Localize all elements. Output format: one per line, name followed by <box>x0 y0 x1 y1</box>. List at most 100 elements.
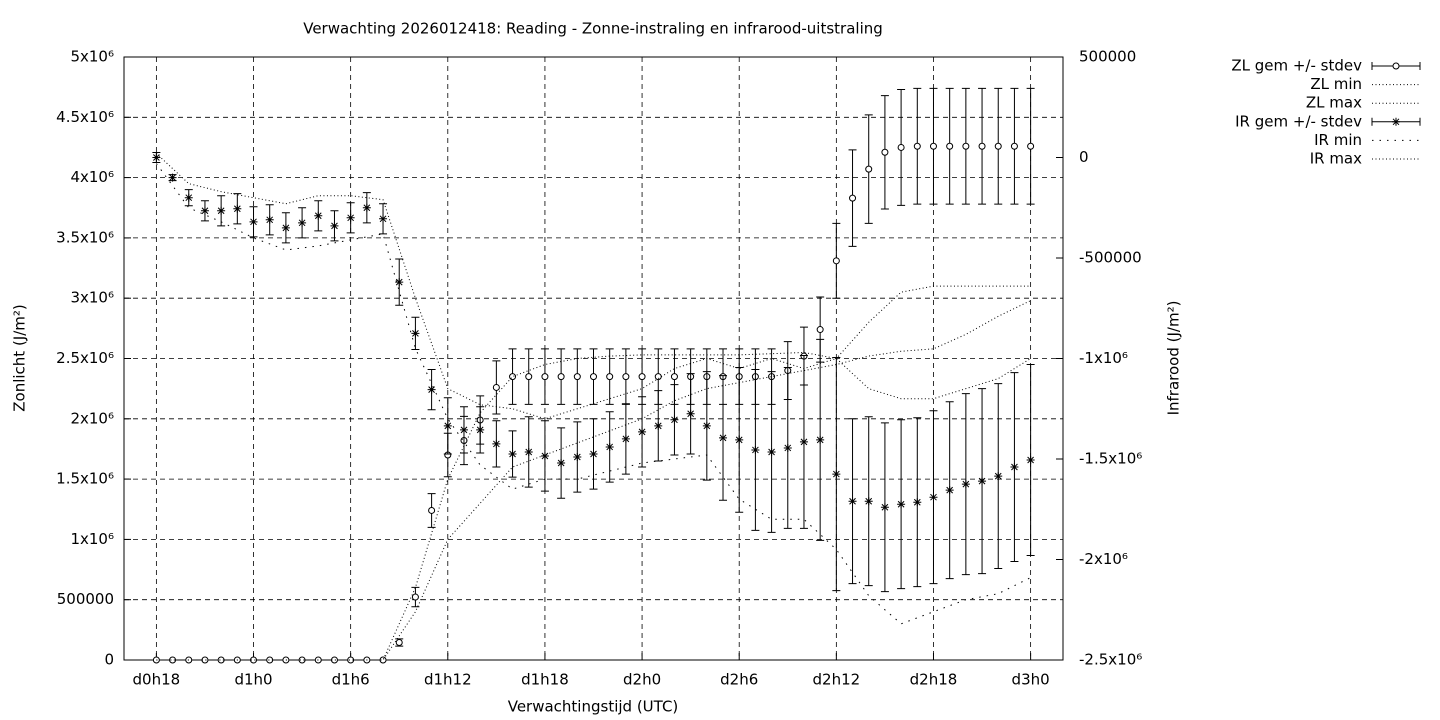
point <box>459 425 468 434</box>
point <box>492 383 500 391</box>
legend-label: ZL gem +/- stdev <box>1231 57 1362 75</box>
point <box>541 373 549 381</box>
y-axis-label: Zonlicht (J/m²) <box>11 304 29 412</box>
point <box>217 656 225 664</box>
plot-frame <box>123 56 1064 661</box>
point <box>298 656 306 664</box>
point <box>169 656 177 664</box>
point <box>233 204 242 213</box>
point <box>492 439 501 448</box>
point <box>379 656 387 664</box>
line <box>155 163 1031 625</box>
point <box>848 497 857 506</box>
legend-label: ZL max <box>1306 94 1362 112</box>
point <box>751 445 760 454</box>
x-tick-label: d2h0 <box>623 671 661 689</box>
point <box>897 143 905 151</box>
point <box>168 173 177 182</box>
point <box>735 435 744 444</box>
point <box>767 447 776 456</box>
y-tick-label: 2.5x10⁶ <box>56 349 114 367</box>
point <box>783 443 792 452</box>
point <box>865 165 873 173</box>
point <box>816 326 824 334</box>
point <box>443 421 452 430</box>
point <box>961 480 970 489</box>
legend-label: IR min <box>1314 131 1362 149</box>
point <box>573 373 581 381</box>
point <box>379 214 388 223</box>
point <box>606 373 614 381</box>
y-tick-label: 3x10⁶ <box>70 289 114 307</box>
point <box>347 656 355 664</box>
point <box>1010 463 1019 472</box>
legend-marker <box>1392 62 1400 70</box>
x-tick-label: d1h12 <box>424 671 472 689</box>
point <box>799 437 808 446</box>
line <box>156 153 1031 420</box>
point <box>298 218 307 227</box>
point <box>880 503 889 512</box>
point <box>428 506 436 514</box>
point <box>994 472 1003 481</box>
point <box>265 215 274 224</box>
y2-tick-label: -2.5x10⁶ <box>1079 651 1142 669</box>
point <box>605 442 614 451</box>
point <box>670 415 679 424</box>
y2-tick-label: -2x10⁶ <box>1079 550 1128 568</box>
point <box>200 206 209 215</box>
point <box>249 217 258 226</box>
x-tick-label: d3h0 <box>1012 671 1050 689</box>
point <box>540 451 549 460</box>
point <box>864 497 873 506</box>
point <box>832 257 840 265</box>
point <box>945 486 954 495</box>
point <box>573 452 582 461</box>
legend-marker <box>1392 117 1400 126</box>
x-tick-label: d2h12 <box>813 671 861 689</box>
point <box>638 373 646 381</box>
y-tick-label: 4.5x10⁶ <box>56 108 114 126</box>
y-tick-label: 0 <box>104 651 114 669</box>
point <box>913 142 921 150</box>
x-tick-label: d2h6 <box>720 671 758 689</box>
point <box>411 593 419 601</box>
y-tick-label: 1.5x10⁶ <box>56 470 114 488</box>
point <box>427 385 436 394</box>
y2-tick-label: 500000 <box>1079 48 1136 66</box>
point <box>589 449 598 458</box>
point <box>621 434 630 443</box>
y-tick-label: 5x10⁶ <box>70 48 114 66</box>
point <box>266 656 274 664</box>
point <box>881 148 889 156</box>
point <box>395 278 404 287</box>
legend-label: IR gem +/- stdev <box>1235 112 1362 130</box>
point <box>702 421 711 430</box>
chart-title: Verwachting 2026012418: Reading - Zonne-… <box>303 20 883 38</box>
x-tick-label: d1h6 <box>332 671 370 689</box>
point <box>509 373 517 381</box>
point <box>314 211 323 220</box>
point <box>638 427 647 436</box>
point <box>476 425 485 434</box>
point <box>557 459 566 468</box>
y-tick-label: 1x10⁶ <box>70 530 114 548</box>
point <box>832 470 841 479</box>
x-tick-label: d0h18 <box>133 671 181 689</box>
y2-tick-label: 0 <box>1079 148 1089 166</box>
point <box>362 203 371 212</box>
y-tick-label: 4x10⁶ <box>70 168 114 186</box>
point <box>670 373 678 381</box>
y2-tick-label: -500000 <box>1079 249 1142 267</box>
point <box>849 194 857 202</box>
x-axis-label: Verwachtingstijd (UTC) <box>508 698 679 716</box>
point <box>1026 456 1035 465</box>
point <box>524 447 533 456</box>
point <box>1027 142 1035 150</box>
point <box>929 142 937 150</box>
point <box>184 193 193 202</box>
y2-tick-label: -1.5x10⁶ <box>1079 450 1142 468</box>
point <box>411 329 420 338</box>
point <box>557 373 565 381</box>
